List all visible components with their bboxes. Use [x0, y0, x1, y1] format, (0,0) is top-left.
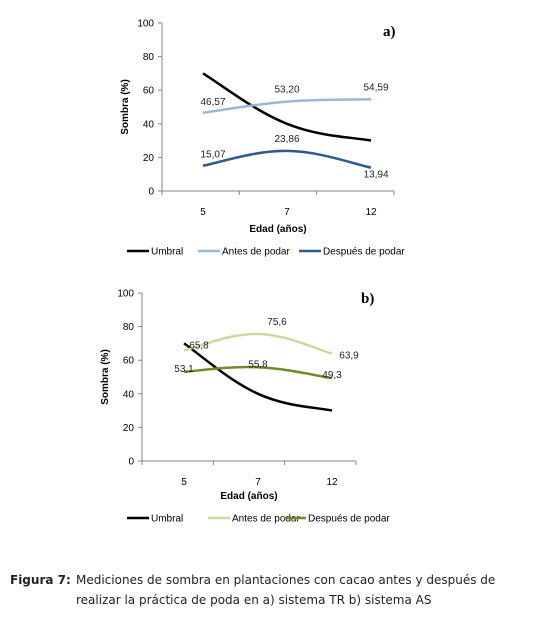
data-label: 46,57 — [200, 97, 225, 108]
x-tick-label: 7 — [255, 477, 261, 488]
x-axis-label: Edad (años) — [249, 224, 306, 235]
data-label: 13,94 — [363, 170, 388, 181]
y-tick-label: 0 — [148, 187, 154, 198]
x-tick-label: 5 — [181, 477, 187, 488]
legend-label-antes-de-podar: Antes de podar — [232, 514, 300, 525]
y-axis-label: Sombra (%) — [120, 79, 131, 135]
y-tick-label: 40 — [123, 389, 135, 400]
y-tick-label: 60 — [123, 356, 135, 367]
x-tick-label: 5 — [200, 207, 206, 218]
chart-b: 0 20 40 60 80 100 5 7 12 Edad (años) Sombra (%) b) U… — [100, 289, 390, 525]
data-label: 49,3 — [322, 370, 342, 381]
data-label: 55,8 — [248, 359, 268, 370]
x-axis-label: Edad (años) — [220, 491, 277, 502]
y-tick-label: 60 — [143, 86, 155, 97]
y-tick-label: 20 — [123, 423, 135, 434]
legend-label-despues-de-podar: Después de podar — [323, 247, 405, 258]
data-label: 63,9 — [339, 351, 359, 362]
legend-label-despues-de-podar: Después de podar — [308, 514, 390, 525]
y-tick-label: 0 — [128, 457, 134, 468]
data-label: 53,1 — [174, 364, 194, 375]
data-label: 23,86 — [274, 134, 299, 145]
panel-label: a) — [383, 24, 396, 40]
y-tick-label: 40 — [143, 119, 155, 130]
series-line-antes-de-podar — [183, 332, 333, 355]
y-tick-label: 20 — [143, 153, 155, 164]
data-label: 15,07 — [200, 150, 225, 161]
legend-label-umbral: Umbral — [151, 247, 183, 258]
y-tick-label: 80 — [123, 322, 135, 333]
series-line-umbral — [183, 342, 333, 412]
caption-label: Figura 7: — [10, 573, 71, 587]
caption-text: Mediciones de sombra en plantaciones con… — [76, 573, 496, 607]
data-label: 53,20 — [274, 85, 299, 96]
series-line-umbral — [202, 72, 372, 142]
series-line-despues-de-podar — [202, 149, 372, 169]
data-label: 65,8 — [189, 340, 209, 351]
chart-a: 0 20 40 60 80 100 5 7 12 Edad (años) Sombra (%) a) U… — [120, 19, 405, 258]
legend-label-umbral: Umbral — [151, 514, 183, 525]
series-line-despues-de-podar — [183, 365, 333, 380]
y-tick-label: 100 — [117, 289, 134, 300]
panel-label: b) — [361, 291, 374, 307]
x-tick-label: 7 — [284, 207, 290, 218]
y-tick-label: 80 — [143, 52, 155, 63]
x-tick-label: 12 — [365, 207, 377, 218]
x-tick-label: 12 — [326, 477, 338, 488]
data-label: 54,59 — [363, 82, 388, 93]
y-axis-label: Sombra (%) — [100, 349, 111, 405]
figure-caption: Figura 7: Mediciones de sombra en planta… — [10, 570, 530, 607]
data-label: 75,6 — [267, 317, 287, 328]
y-tick-label: 100 — [137, 19, 154, 30]
series-line-antes-de-podar — [202, 98, 372, 115]
legend-label-antes-de-podar: Antes de podar — [222, 247, 290, 258]
